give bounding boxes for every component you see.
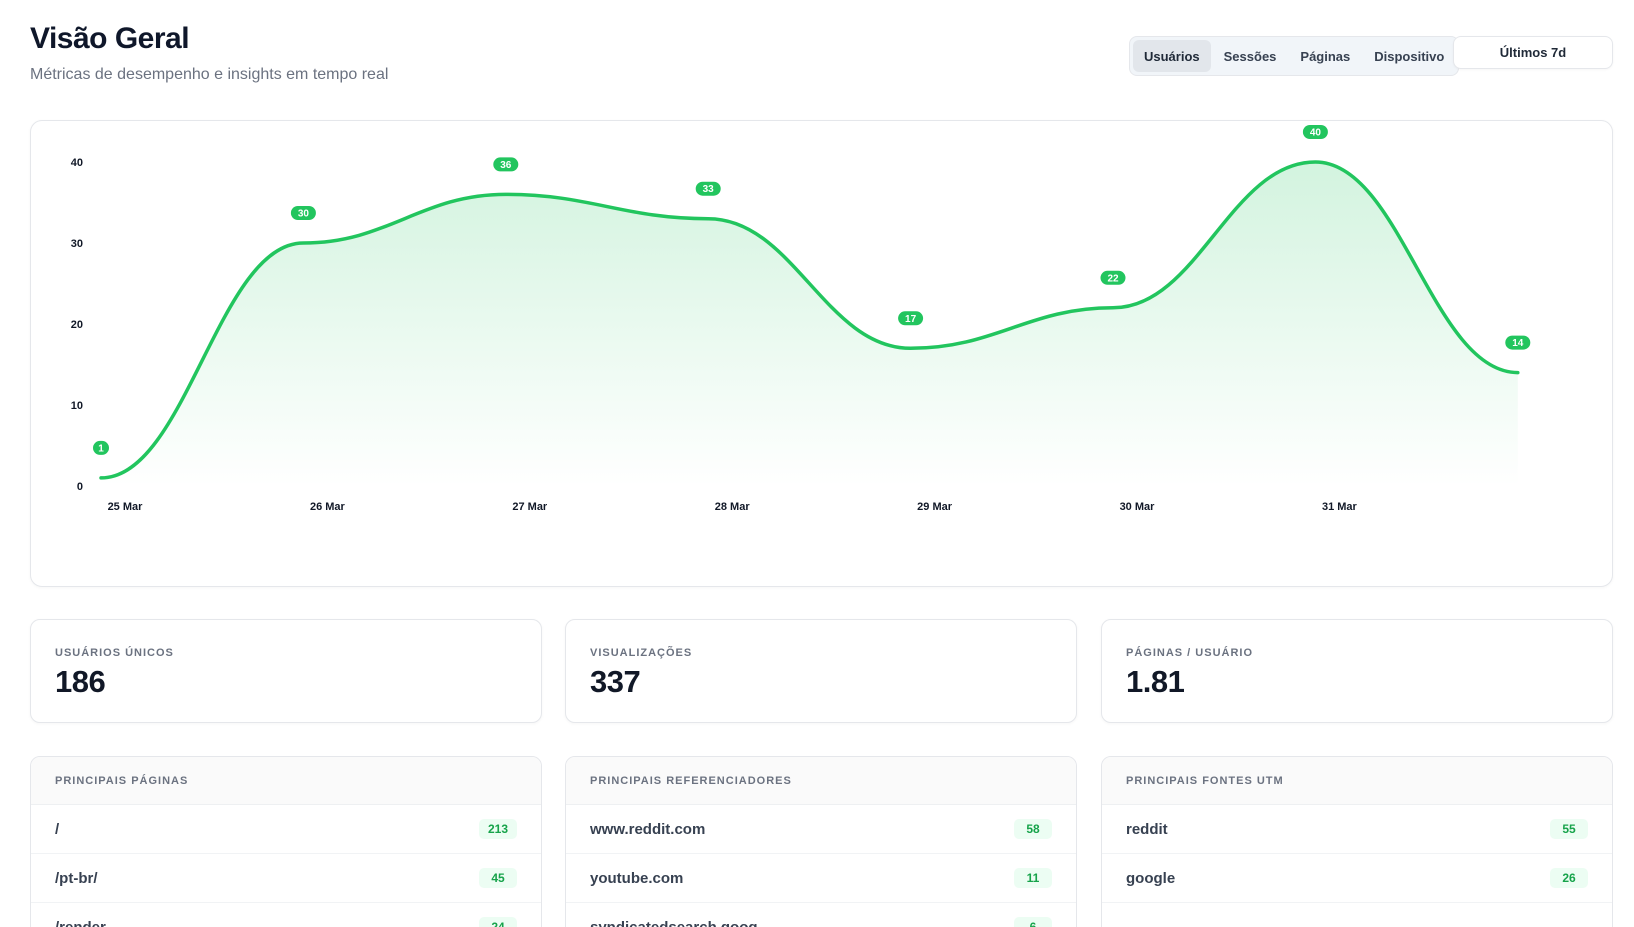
list-item-label: youtube.com	[590, 869, 684, 887]
stat-card-unique-users: USUÁRIOS ÚNICOS 186	[30, 619, 542, 723]
list-item[interactable]: google 26	[1102, 854, 1612, 903]
stat-value: 186	[55, 664, 106, 699]
count-badge: 58	[1014, 819, 1052, 839]
stat-label: USUÁRIOS ÚNICOS	[55, 647, 174, 659]
list-item[interactable]: reddit 55	[1102, 805, 1612, 854]
x-tick-label: 31 Mar	[1322, 501, 1358, 513]
data-label: 1	[93, 440, 109, 455]
svg-text:1: 1	[98, 443, 104, 454]
count-badge: 55	[1550, 819, 1588, 839]
x-tick-label: 27 Mar	[512, 501, 548, 513]
y-tick-label: 10	[71, 400, 83, 412]
list-title: PRINCIPAIS PÁGINAS	[31, 757, 541, 805]
metric-tabs: Usuários Sessões Páginas Dispositivo	[1129, 36, 1460, 76]
count-badge: 213	[479, 819, 517, 839]
tab-dispositivo[interactable]: Dispositivo	[1374, 48, 1445, 64]
tab-paginas[interactable]: Páginas	[1300, 48, 1351, 64]
list-item-label: /pt-br/	[55, 869, 98, 887]
top-utm-sources-card: PRINCIPAIS FONTES UTM reddit 55 google 2…	[1101, 756, 1613, 927]
list-title: PRINCIPAIS FONTES UTM	[1102, 757, 1612, 805]
svg-text:33: 33	[703, 184, 715, 195]
x-tick-label: 30 Mar	[1120, 501, 1156, 513]
tab-sessoes[interactable]: Sessões	[1223, 48, 1277, 64]
list-item-label: syndicatedsearch.goog	[590, 918, 758, 927]
count-badge: 45	[479, 868, 517, 888]
page-title: Visão Geral	[30, 22, 190, 55]
x-tick-label: 29 Mar	[917, 501, 953, 513]
line-chart: 0 10 20 30 40 25 Mar 26 Mar 27 Mar 28 Mar 29 Mar 3…	[71, 125, 1531, 513]
data-label: 22	[1100, 270, 1126, 285]
list-item-label: reddit	[1126, 820, 1168, 838]
svg-text:17: 17	[905, 314, 917, 325]
top-pages-card: PRINCIPAIS PÁGINAS / 213 /pt-br/ 45 /ren…	[30, 756, 542, 927]
data-label: 30	[290, 206, 316, 220]
data-label: 33	[695, 181, 721, 196]
stat-label: VISUALIZAÇÕES	[590, 647, 693, 659]
svg-text:30: 30	[298, 209, 310, 220]
list-item-label: www.reddit.com	[590, 820, 706, 838]
x-tick-label: 28 Mar	[715, 501, 751, 513]
area-fill	[101, 162, 1518, 486]
count-badge: 11	[1014, 868, 1052, 888]
data-label: 17	[898, 311, 924, 326]
list-item-label: /render	[55, 918, 106, 927]
list-item-label: google	[1126, 869, 1176, 887]
svg-text:22: 22	[1107, 273, 1119, 284]
tab-usuarios[interactable]: Usuários	[1133, 40, 1211, 72]
list-item[interactable]: / 213	[31, 805, 541, 854]
list-item[interactable]: syndicatedsearch.goog 6	[566, 903, 1076, 927]
data-label: 40	[1302, 125, 1328, 139]
count-badge: 26	[1550, 868, 1588, 888]
list-item[interactable]: youtube.com 11	[566, 854, 1076, 903]
y-tick-label: 20	[71, 319, 83, 331]
count-badge: 24	[479, 917, 517, 927]
stat-label: PÁGINAS / USUÁRIO	[1126, 647, 1254, 659]
list-item[interactable]: /pt-br/ 45	[31, 854, 541, 903]
svg-text:36: 36	[500, 160, 512, 171]
x-tick-label: 26 Mar	[310, 501, 346, 513]
stat-card-pages-per-user: PÁGINAS / USUÁRIO 1.81	[1101, 619, 1613, 723]
stat-card-views: VISUALIZAÇÕES 337	[565, 619, 1077, 723]
y-tick-label: 30	[71, 238, 83, 250]
x-tick-label: 25 Mar	[108, 501, 144, 513]
list-item[interactable]: /render 24	[31, 903, 541, 927]
data-label: 14	[1505, 335, 1531, 350]
list-item[interactable]: www.reddit.com 58	[566, 805, 1076, 854]
chart-card: 0 10 20 30 40 25 Mar 26 Mar 27 Mar 28 Mar 29 Mar 3…	[30, 120, 1613, 587]
svg-text:14: 14	[1512, 338, 1524, 349]
count-badge: 6	[1014, 917, 1052, 927]
data-label: 36	[493, 157, 519, 172]
top-referrers-card: PRINCIPAIS REFERENCIADORES www.reddit.co…	[565, 756, 1077, 927]
stat-value: 1.81	[1126, 664, 1185, 699]
date-range-button[interactable]: Últimos 7d	[1453, 36, 1613, 69]
series-line	[99, 160, 1520, 480]
list-item-label: /	[55, 820, 60, 838]
y-tick-label: 0	[77, 481, 83, 493]
page-subtitle: Métricas de desempenho e insights em tem…	[30, 66, 389, 83]
y-tick-label: 40	[71, 157, 83, 169]
list-title: PRINCIPAIS REFERENCIADORES	[566, 757, 1076, 805]
svg-text:40: 40	[1310, 128, 1322, 139]
stat-value: 337	[590, 664, 641, 699]
